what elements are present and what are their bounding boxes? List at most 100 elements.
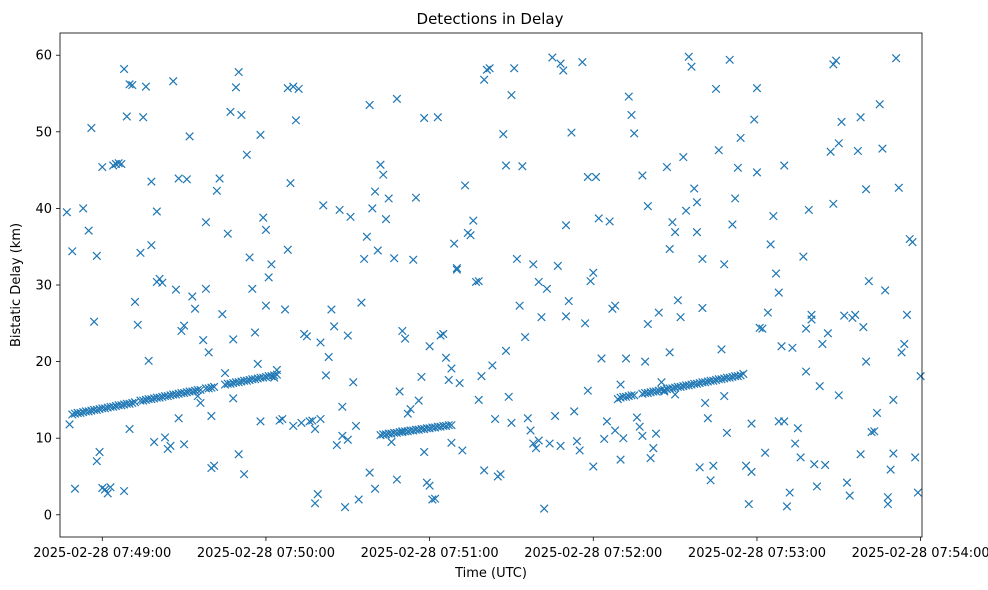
data-point <box>793 424 803 433</box>
data-point <box>220 368 230 378</box>
data-point <box>673 296 683 305</box>
data-point <box>209 382 219 392</box>
data-point <box>78 204 88 213</box>
data-point <box>458 446 467 455</box>
data-point <box>534 277 543 287</box>
data-point <box>119 64 129 74</box>
data-point <box>583 172 593 182</box>
data-point <box>343 435 353 444</box>
data-point <box>908 237 917 247</box>
data-point <box>163 391 172 401</box>
data-point <box>769 211 778 221</box>
data-point <box>188 387 197 396</box>
data-point <box>327 305 336 314</box>
data-point <box>362 232 372 241</box>
y-tick-label: 40 <box>35 202 52 217</box>
data-point <box>496 469 505 479</box>
data-point <box>728 220 737 229</box>
data-point <box>368 204 377 213</box>
data-point <box>444 375 453 385</box>
data-point <box>676 312 685 322</box>
data-point <box>395 387 404 396</box>
data-point <box>559 66 568 75</box>
data-point <box>313 489 323 499</box>
data-point <box>452 263 462 273</box>
data-point <box>226 107 235 117</box>
data-point <box>880 286 890 295</box>
data-point <box>700 378 710 387</box>
data-point <box>662 162 672 172</box>
marker-layer <box>62 52 925 513</box>
data-point <box>572 437 582 446</box>
data-point <box>349 378 358 387</box>
data-point <box>406 404 415 414</box>
plot-background <box>60 33 922 537</box>
x-tick-label: 2025-02-28 07:53:00 <box>688 546 826 561</box>
data-point <box>698 303 707 313</box>
data-point <box>733 371 743 381</box>
data-point <box>392 94 402 104</box>
data-point <box>619 433 628 443</box>
data-point <box>329 322 339 331</box>
data-point <box>130 297 140 307</box>
data-point <box>185 132 194 141</box>
data-point <box>68 410 77 419</box>
data-point <box>357 298 366 307</box>
data-point <box>433 113 443 122</box>
data-point <box>752 83 762 93</box>
data-point <box>149 437 159 447</box>
data-point <box>526 426 535 435</box>
data-point <box>580 319 590 328</box>
data-point <box>379 170 388 179</box>
data-point <box>610 426 620 435</box>
data-point <box>553 261 563 271</box>
data-point <box>479 466 489 475</box>
data-point <box>861 185 871 194</box>
data-point <box>122 112 132 121</box>
data-point <box>259 373 268 382</box>
data-point <box>354 495 363 504</box>
data-point <box>752 168 762 177</box>
data-point <box>242 376 252 385</box>
data-point <box>605 217 614 226</box>
data-point <box>190 304 200 313</box>
data-point <box>777 342 786 351</box>
data-point <box>635 422 644 431</box>
data-point <box>523 414 533 423</box>
data-point <box>654 308 663 317</box>
data-point <box>152 277 162 287</box>
data-point <box>834 391 844 400</box>
data-point <box>381 214 391 224</box>
data-point <box>651 387 661 396</box>
x-tick-label: 2025-02-28 07:52:00 <box>524 546 662 561</box>
data-point <box>92 251 102 261</box>
data-point <box>542 284 552 294</box>
data-point <box>144 356 153 366</box>
data-point <box>842 478 852 487</box>
data-point <box>638 171 647 180</box>
data-point <box>709 461 718 470</box>
data-point <box>283 245 292 254</box>
data-point <box>695 463 704 472</box>
data-point <box>171 390 181 399</box>
data-point <box>812 482 822 491</box>
data-point <box>665 348 674 357</box>
data-point <box>867 427 876 437</box>
data-point <box>76 408 85 418</box>
data-point <box>889 395 898 405</box>
data-point <box>594 214 603 223</box>
data-point <box>872 408 882 418</box>
data-point <box>425 481 434 490</box>
data-point <box>182 175 192 184</box>
data-point <box>629 391 639 400</box>
data-point <box>550 411 560 421</box>
data-point <box>859 322 868 332</box>
data-point <box>534 436 543 445</box>
y-tick-label: 50 <box>35 125 52 140</box>
data-point <box>261 301 271 310</box>
data-point <box>785 488 794 497</box>
data-point <box>239 469 249 479</box>
data-point <box>384 194 393 203</box>
data-point <box>763 308 773 317</box>
